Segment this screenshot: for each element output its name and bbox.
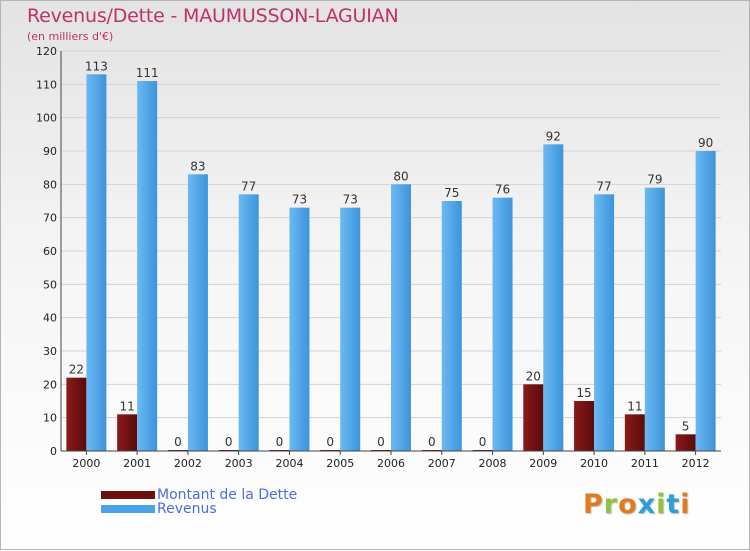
bar-revenus xyxy=(187,174,208,452)
data-label: 113 xyxy=(85,59,108,73)
bar-revenus xyxy=(289,207,310,451)
data-label: 77 xyxy=(596,179,611,193)
legend-swatch-dette xyxy=(101,491,155,499)
bar-dette xyxy=(117,414,138,451)
chart-title: Revenus/Dette - MAUMUSSON-LAGUIAN xyxy=(27,5,399,27)
data-label: 77 xyxy=(241,179,256,193)
x-tick-label: 2003 xyxy=(225,457,253,470)
y-axis: 0 10 20 30 40 50 60 70 80 90 100 110 120 xyxy=(36,45,62,458)
y-tick-label: 120 xyxy=(36,45,57,58)
x-tick-label: 2010 xyxy=(580,457,608,470)
bar-revenus xyxy=(391,184,411,452)
data-label: 5 xyxy=(682,419,690,433)
x-tick-label: 2000 xyxy=(72,457,100,470)
bar-revenus xyxy=(340,207,361,451)
data-label: 73 xyxy=(292,193,307,207)
data-label: 0 xyxy=(479,435,487,449)
logo-letter: x xyxy=(637,489,657,520)
bar-revenus xyxy=(86,74,107,451)
x-tick-label: 2012 xyxy=(682,457,710,470)
chart-subtitle: (en milliers d'€) xyxy=(27,30,114,43)
data-label: 20 xyxy=(526,369,541,383)
y-tick-label: 90 xyxy=(43,145,57,158)
y-tick-label: 0 xyxy=(50,445,57,458)
bar-revenus xyxy=(137,81,158,451)
logo-letter: t xyxy=(666,489,681,520)
data-label: 111 xyxy=(136,66,159,80)
data-label: 75 xyxy=(444,186,459,200)
data-label: 0 xyxy=(174,435,182,449)
data-label: 0 xyxy=(326,435,334,449)
bar-dette xyxy=(624,414,645,451)
data-label: 79 xyxy=(647,173,662,187)
data-label: 11 xyxy=(120,399,135,413)
data-label: 22 xyxy=(69,363,84,377)
logo-letter: P xyxy=(583,489,604,520)
x-tick-label: 2008 xyxy=(479,457,507,470)
logo-letter: i xyxy=(680,489,691,520)
y-tick-label: 60 xyxy=(43,245,57,258)
data-label: 11 xyxy=(627,399,642,413)
x-tick-label: 2009 xyxy=(529,457,557,470)
proxiti-logo: Proxiti xyxy=(583,489,691,520)
x-axis: 2000 2001 2002 2003 2004 2005 2006 2007 2008 2009… xyxy=(61,450,721,470)
y-tick-label: 50 xyxy=(43,278,57,291)
x-tick-label: 2007 xyxy=(428,457,456,470)
x-tick-label: 2004 xyxy=(275,457,303,470)
x-tick-label: 2001 xyxy=(123,457,151,470)
data-label: 0 xyxy=(428,435,436,449)
legend-label-revenus: Revenus xyxy=(157,501,217,517)
bar-dette xyxy=(675,434,696,451)
data-label: 92 xyxy=(546,129,561,143)
data-label: 0 xyxy=(225,435,233,449)
data-label: 90 xyxy=(698,136,713,150)
data-label: 15 xyxy=(576,386,591,400)
bar-revenus xyxy=(594,194,615,452)
y-tick-label: 110 xyxy=(36,78,57,91)
bar-revenus xyxy=(543,144,564,452)
x-tick-label: 2011 xyxy=(631,457,659,470)
bar-revenus xyxy=(238,194,259,452)
y-tick-label: 100 xyxy=(36,112,57,125)
legend-item-revenus: Revenus xyxy=(101,502,217,516)
data-label: 0 xyxy=(377,435,385,449)
logo-letter: r xyxy=(603,489,619,520)
bar-dette xyxy=(66,377,87,451)
y-tick-label: 70 xyxy=(43,212,57,225)
legend-label-dette: Montant de la Dette xyxy=(157,487,298,503)
x-tick-label: 2005 xyxy=(326,457,354,470)
data-label: 0 xyxy=(276,435,284,449)
bar-dette xyxy=(523,384,544,451)
legend-item-dette: Montant de la Dette xyxy=(101,488,297,502)
logo-letter: i xyxy=(656,489,667,520)
data-label: 76 xyxy=(495,183,510,197)
y-tick-label: 40 xyxy=(43,312,57,325)
legend-swatch-revenus xyxy=(101,505,155,513)
bar-revenus xyxy=(492,197,513,451)
x-tick-label: 2006 xyxy=(377,457,405,470)
y-tick-label: 80 xyxy=(43,178,57,191)
y-tick-label: 20 xyxy=(43,378,57,391)
y-tick-label: 30 xyxy=(43,345,57,358)
bar-dette xyxy=(574,401,595,451)
logo-letter: o xyxy=(618,489,638,520)
data-label: 80 xyxy=(393,169,408,183)
y-tick-label: 10 xyxy=(43,412,57,425)
data-label: 83 xyxy=(190,159,205,173)
bar-revenus xyxy=(695,151,716,451)
x-tick-label: 2002 xyxy=(174,457,202,470)
bars: 2211311111083077073073080075076209215771… xyxy=(66,59,716,452)
bar-revenus xyxy=(644,187,665,451)
data-label: 73 xyxy=(343,193,358,207)
bar-revenus xyxy=(441,201,462,451)
